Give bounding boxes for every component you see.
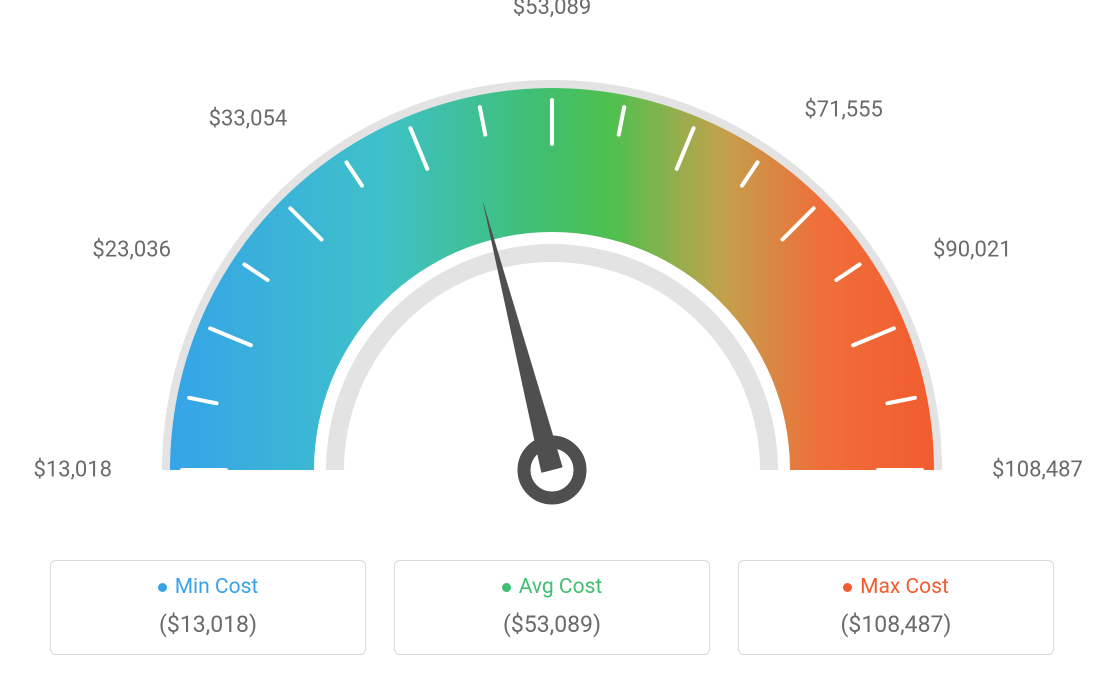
gauge-svg bbox=[0, 0, 1104, 550]
gauge-scale-label: $90,021 bbox=[933, 238, 1012, 263]
avg-cost-value: ($53,089) bbox=[405, 611, 699, 638]
avg-cost-title: Avg Cost bbox=[405, 575, 699, 599]
max-cost-title: Max Cost bbox=[749, 575, 1043, 599]
max-cost-value: ($108,487) bbox=[749, 611, 1043, 638]
avg-cost-card: Avg Cost ($53,089) bbox=[394, 560, 710, 655]
min-cost-label: Min Cost bbox=[175, 575, 259, 599]
gauge-scale-label: $33,054 bbox=[209, 106, 288, 131]
gauge-scale-label: $53,089 bbox=[513, 0, 592, 20]
min-cost-title: Min Cost bbox=[61, 575, 355, 599]
gauge-scale-label: $108,487 bbox=[992, 458, 1083, 483]
max-dot-icon bbox=[843, 583, 852, 592]
min-cost-value: ($13,018) bbox=[61, 611, 355, 638]
min-cost-card: Min Cost ($13,018) bbox=[50, 560, 366, 655]
gauge-scale-label: $13,018 bbox=[33, 458, 112, 483]
gauge-scale-label: $23,036 bbox=[92, 238, 171, 263]
min-dot-icon bbox=[158, 583, 167, 592]
max-cost-label: Max Cost bbox=[860, 575, 949, 599]
gauge-scale-label: $71,555 bbox=[804, 97, 883, 122]
avg-cost-label: Avg Cost bbox=[519, 575, 603, 599]
gauge-chart: $13,018 $23,036 $33,054 $53,089 $71,555 $90,0… bbox=[0, 0, 1104, 550]
summary-cards: Min Cost ($13,018) Avg Cost ($53,089) Ma… bbox=[50, 560, 1054, 655]
avg-dot-icon bbox=[502, 583, 511, 592]
max-cost-card: Max Cost ($108,487) bbox=[738, 560, 1054, 655]
